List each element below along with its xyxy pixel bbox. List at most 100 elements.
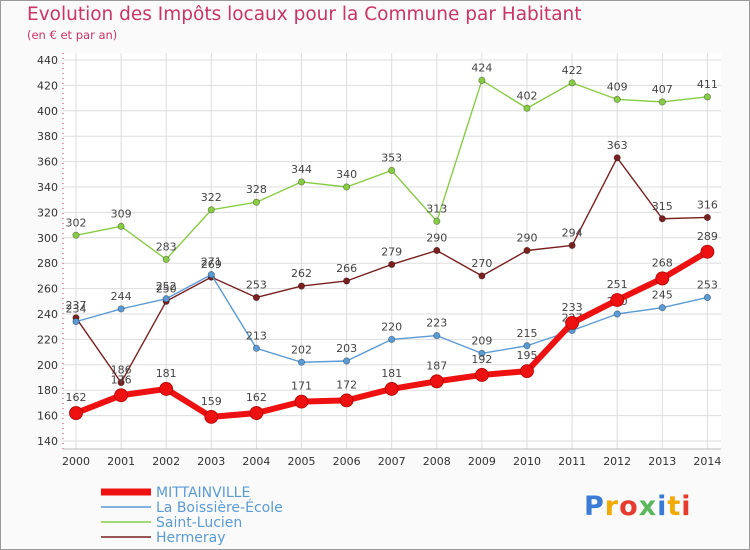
data-label: 283 <box>156 240 177 253</box>
data-label: 340 <box>336 168 357 181</box>
data-label: 192 <box>471 353 492 366</box>
data-point <box>117 378 125 387</box>
data-point <box>433 246 441 255</box>
x-tick-label: 2010 <box>513 455 541 468</box>
data-point <box>114 388 128 403</box>
data-point <box>162 295 170 303</box>
data-label: 244 <box>111 290 132 303</box>
data-point <box>252 293 260 302</box>
data-point <box>523 246 531 255</box>
data-label: 269 <box>201 258 222 271</box>
data-label: 262 <box>291 267 312 280</box>
data-label: 202 <box>291 343 312 356</box>
data-point <box>117 222 125 230</box>
data-label: 253 <box>697 278 718 291</box>
data-label: 215 <box>517 327 538 340</box>
x-tick-label: 2011 <box>558 455 586 468</box>
data-point <box>159 382 174 396</box>
data-label: 159 <box>201 395 222 408</box>
data-point <box>520 364 534 379</box>
logo-letter: P <box>584 491 605 522</box>
data-label: 186 <box>111 364 132 377</box>
data-point <box>297 358 306 366</box>
data-label: 181 <box>156 367 177 380</box>
data-label: 251 <box>607 278 628 291</box>
y-tick-label: 380 <box>37 130 58 143</box>
logo-letter: i <box>681 491 692 522</box>
chart-title: Evolution des Impôts locaux pour la Comm… <box>27 4 582 25</box>
chart-subtitle: (en € et par an) <box>27 28 118 42</box>
data-point <box>252 344 260 352</box>
data-point <box>703 93 712 101</box>
y-tick-label: 280 <box>37 257 58 270</box>
data-label: 162 <box>246 391 267 404</box>
logo-letter: i <box>657 491 668 522</box>
data-point <box>297 282 306 290</box>
data-label: 234 <box>66 303 87 316</box>
data-label: 294 <box>562 226 583 239</box>
data-point <box>613 154 621 162</box>
data-label: 344 <box>291 163 312 176</box>
data-label: 411 <box>697 78 718 91</box>
x-tick-label: 2000 <box>62 455 90 468</box>
data-point <box>252 198 260 206</box>
data-label: 316 <box>697 198 718 211</box>
x-tick-label: 2001 <box>107 455 135 468</box>
y-tick-label: 200 <box>37 359 58 372</box>
y-tick-label: 220 <box>37 333 58 346</box>
data-point <box>478 272 486 280</box>
data-point <box>297 178 306 186</box>
data-label: 171 <box>291 380 312 393</box>
data-point <box>474 368 489 382</box>
data-label: 328 <box>246 183 267 196</box>
logo-letter: t <box>667 491 682 522</box>
data-point <box>249 406 264 420</box>
proxiti-logo: Proxiti <box>584 491 692 522</box>
data-label: 270 <box>471 257 492 270</box>
data-label: 422 <box>562 64 583 77</box>
y-tick-label: 260 <box>37 283 58 296</box>
x-tick-label: 2014 <box>693 455 721 468</box>
data-point <box>388 335 396 343</box>
data-label: 409 <box>607 80 628 93</box>
x-tick-label: 2008 <box>423 455 451 468</box>
data-point <box>388 166 396 175</box>
data-point <box>162 255 170 263</box>
y-tick-label: 440 <box>37 54 58 67</box>
y-tick-label: 420 <box>37 79 58 92</box>
data-point <box>342 183 351 191</box>
y-tick-label: 160 <box>37 410 58 423</box>
y-tick-label: 140 <box>37 435 58 448</box>
data-point <box>117 305 125 313</box>
data-label: 223 <box>426 317 447 330</box>
data-point <box>658 98 666 106</box>
data-point <box>655 271 670 286</box>
data-label: 181 <box>381 367 402 380</box>
x-tick-label: 2013 <box>648 455 676 468</box>
data-label: 279 <box>381 245 402 258</box>
data-point <box>658 215 666 223</box>
legend-label: La Boissière-École <box>156 499 283 516</box>
data-point <box>429 374 444 389</box>
data-point <box>339 393 354 408</box>
x-tick-label: 2005 <box>288 455 316 468</box>
data-point <box>613 95 621 103</box>
x-tick-label: 2002 <box>152 455 180 468</box>
data-label: 402 <box>517 89 538 102</box>
data-point <box>703 213 712 222</box>
data-point <box>384 382 399 396</box>
data-point <box>523 104 531 112</box>
y-tick-label: 320 <box>37 206 58 219</box>
data-label: 290 <box>517 232 538 245</box>
data-label: 407 <box>652 83 673 96</box>
legend-label: Saint-Lucien <box>156 515 242 531</box>
y-tick-label: 180 <box>37 384 58 397</box>
data-point <box>568 241 576 250</box>
data-point <box>703 293 712 302</box>
legend-label: MITTAINVILLE <box>156 485 250 501</box>
data-point <box>433 217 441 225</box>
axes: 140 160 180 200 220 240 260 280 300 320 340 360 380 4… <box>37 53 721 468</box>
data-point <box>388 260 396 269</box>
data-point <box>342 357 351 365</box>
